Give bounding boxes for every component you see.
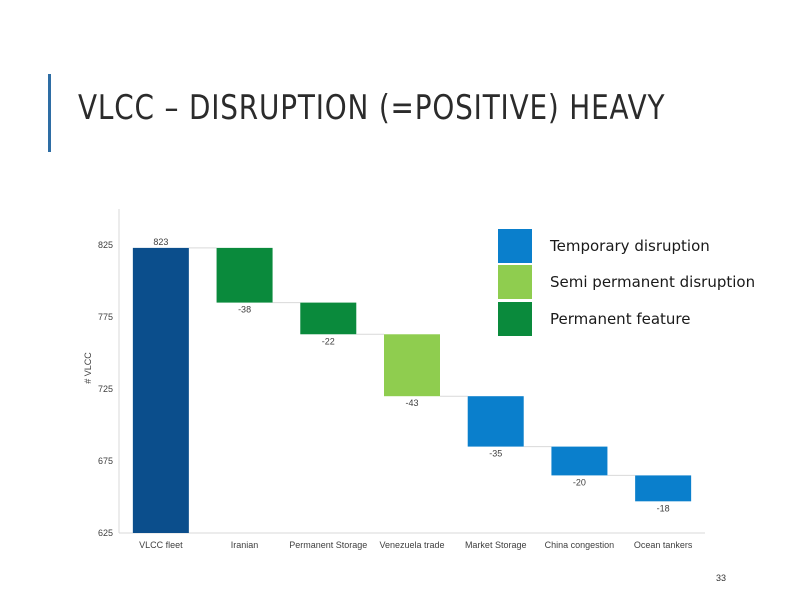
bar-permanent-storage xyxy=(300,302,357,335)
x-tick-label: Venezuela trade xyxy=(379,540,444,550)
legend-swatch-permanent xyxy=(498,302,532,336)
x-tick-label: Ocean tankers xyxy=(634,540,693,550)
bar-ocean-tankers xyxy=(635,475,692,502)
x-tick-label: Permanent Storage xyxy=(289,540,367,550)
x-tick-label: VLCC fleet xyxy=(139,540,183,550)
bar-vlcc-fleet xyxy=(132,247,189,533)
data-label: -43 xyxy=(405,398,418,408)
data-label: -20 xyxy=(573,477,586,487)
x-tick-label: Market Storage xyxy=(465,540,527,550)
x-tick-label: Iranian xyxy=(231,540,259,550)
title-accent-bar xyxy=(48,74,51,152)
page-number: 33 xyxy=(716,573,727,583)
x-tick-label: China congestion xyxy=(545,540,615,550)
data-label: -22 xyxy=(322,336,335,346)
legend-label-semi-permanent: Semi permanent disruption xyxy=(550,273,756,291)
bar-market-storage xyxy=(467,396,524,447)
legend-label-temporary: Temporary disruption xyxy=(550,237,710,255)
slide-title: VLCC – DISRUPTION (=POSITIVE) HEAVY xyxy=(78,88,666,128)
legend-item-temporary: Temporary disruption xyxy=(498,229,798,263)
y-tick-label: 775 xyxy=(98,312,113,322)
data-label: -35 xyxy=(489,449,502,459)
legend-label-permanent: Permanent feature xyxy=(550,310,691,328)
legend-item-permanent: Permanent feature xyxy=(498,302,798,336)
legend-swatch-semi-permanent xyxy=(498,265,532,299)
data-label: -38 xyxy=(238,305,251,315)
legend-swatch-temporary xyxy=(498,229,532,263)
y-tick-label: 675 xyxy=(98,456,113,466)
y-tick-label: 725 xyxy=(98,384,113,394)
bar-iranian xyxy=(216,247,273,303)
legend-item-semi-permanent: Semi permanent disruption xyxy=(498,265,798,299)
y-axis-label: # VLCC xyxy=(83,352,93,384)
bar-china-congestion xyxy=(551,446,608,476)
y-tick-label: 625 xyxy=(98,528,113,538)
data-label: 823 xyxy=(153,237,168,247)
data-label: -18 xyxy=(657,503,670,513)
y-tick-label: 825 xyxy=(98,240,113,250)
bar-venezuela-trade xyxy=(384,334,440,397)
